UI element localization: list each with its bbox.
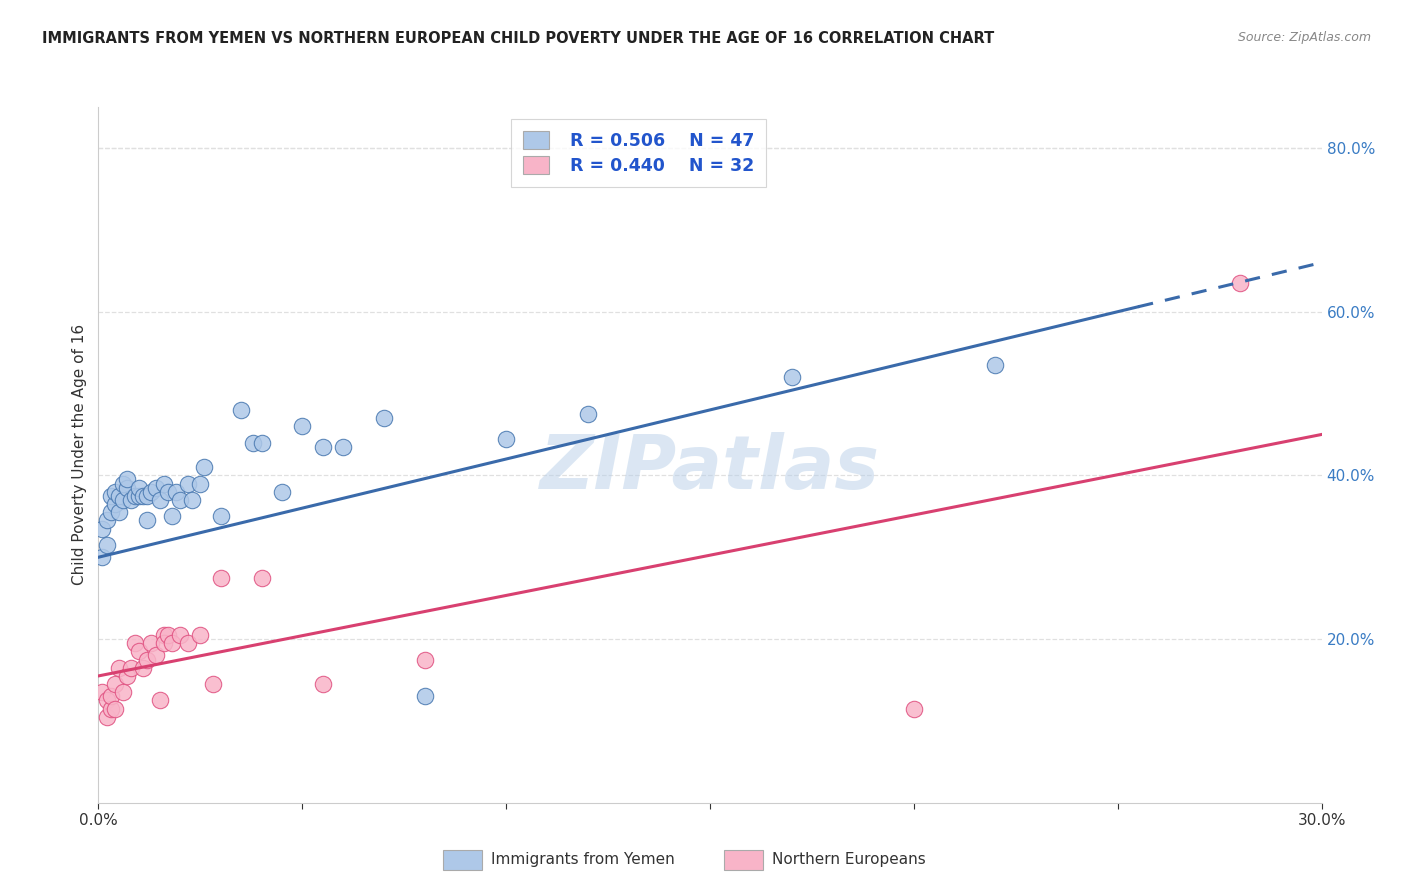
Point <box>96 693 118 707</box>
Point <box>152 628 174 642</box>
Point <box>373 411 395 425</box>
Point <box>495 432 517 446</box>
Point <box>91 550 114 565</box>
Text: Immigrants from Yemen: Immigrants from Yemen <box>491 853 675 867</box>
Point <box>188 628 212 642</box>
Point <box>141 636 163 650</box>
Point <box>136 513 159 527</box>
Point <box>160 636 183 650</box>
Point <box>104 677 127 691</box>
Point <box>136 652 159 666</box>
Point <box>152 476 174 491</box>
Point <box>250 571 273 585</box>
Point <box>141 484 163 499</box>
Point <box>332 440 354 454</box>
Point <box>903 701 925 715</box>
Point <box>576 407 599 421</box>
Point <box>984 358 1007 372</box>
Point <box>111 492 134 507</box>
Point <box>132 661 155 675</box>
Point <box>160 509 183 524</box>
Point <box>108 489 131 503</box>
Point <box>91 522 114 536</box>
Text: Source: ZipAtlas.com: Source: ZipAtlas.com <box>1237 31 1371 45</box>
Point <box>156 628 179 642</box>
Point <box>91 685 114 699</box>
Point <box>124 489 146 503</box>
Point <box>231 403 253 417</box>
Point <box>111 476 134 491</box>
Legend:   R = 0.506    N = 47,   R = 0.440    N = 32: R = 0.506 N = 47, R = 0.440 N = 32 <box>510 120 766 187</box>
Point <box>165 484 187 499</box>
Point <box>413 652 436 666</box>
Point <box>149 492 172 507</box>
Point <box>128 489 150 503</box>
Point <box>104 497 127 511</box>
Point <box>169 492 191 507</box>
Point <box>100 489 122 503</box>
Point <box>104 484 127 499</box>
Text: IMMIGRANTS FROM YEMEN VS NORTHERN EUROPEAN CHILD POVERTY UNDER THE AGE OF 16 COR: IMMIGRANTS FROM YEMEN VS NORTHERN EUROPE… <box>42 31 994 46</box>
Point <box>149 693 172 707</box>
Point <box>193 460 215 475</box>
Point <box>96 710 118 724</box>
Point <box>108 505 131 519</box>
Point <box>115 481 138 495</box>
Point <box>169 628 191 642</box>
Point <box>100 505 122 519</box>
Point <box>312 440 335 454</box>
Y-axis label: Child Poverty Under the Age of 16: Child Poverty Under the Age of 16 <box>72 325 87 585</box>
Point <box>209 509 232 524</box>
Point <box>100 690 122 704</box>
Point <box>181 492 204 507</box>
Point <box>209 571 232 585</box>
Point <box>120 492 142 507</box>
Point <box>100 701 122 715</box>
Point <box>1229 276 1251 290</box>
Point <box>108 661 131 675</box>
Point <box>145 481 167 495</box>
Point <box>312 677 335 691</box>
Point <box>177 476 200 491</box>
Point <box>136 489 159 503</box>
Point <box>96 538 118 552</box>
Text: ZIPatlas: ZIPatlas <box>540 433 880 506</box>
Point <box>152 636 174 650</box>
Point <box>111 685 134 699</box>
Point <box>128 644 150 658</box>
Point <box>250 435 273 450</box>
Point <box>120 661 142 675</box>
Point <box>413 690 436 704</box>
Point <box>115 473 138 487</box>
Point <box>96 513 118 527</box>
Point <box>242 435 264 450</box>
Point <box>177 636 200 650</box>
Text: Northern Europeans: Northern Europeans <box>772 853 925 867</box>
Point <box>188 476 212 491</box>
Point <box>104 701 127 715</box>
Point <box>270 484 294 499</box>
Point <box>156 484 179 499</box>
Point <box>128 481 150 495</box>
Point <box>145 648 167 663</box>
Point <box>124 636 146 650</box>
Point <box>115 669 138 683</box>
Point <box>780 370 803 384</box>
Point <box>132 489 155 503</box>
Point <box>201 677 224 691</box>
Point <box>291 419 314 434</box>
